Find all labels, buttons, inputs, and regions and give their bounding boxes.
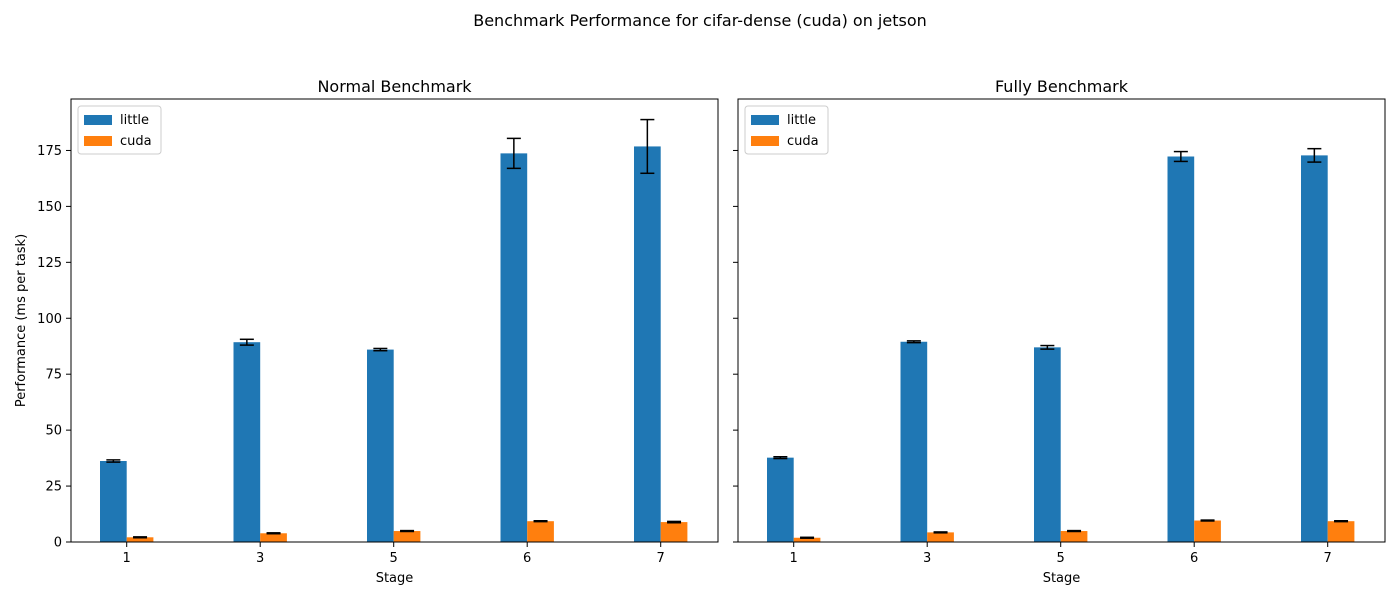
legend-label-little: little xyxy=(787,113,816,128)
y-tick-label: 50 xyxy=(45,424,62,439)
y-tick-label: 125 xyxy=(37,256,62,271)
x-tick-label: 5 xyxy=(390,551,398,566)
fully-benchmark-chart: Fully Benchmark Stage 1 3 5 6 7 little cuda xyxy=(733,77,1386,586)
x-tick-label: 7 xyxy=(657,551,665,566)
bar-cuda-stage-3 xyxy=(927,532,954,542)
bar-little-stage-3 xyxy=(900,341,928,542)
bar-little-stage-1 xyxy=(100,461,127,542)
bar-cuda-stage-5 xyxy=(393,531,421,542)
y-tick-label: 75 xyxy=(45,368,62,383)
y-axis-label: Performance (ms per task) xyxy=(14,234,29,407)
bar-little-stage-7 xyxy=(1301,155,1328,542)
bar-cuda-stage-6 xyxy=(527,521,554,542)
y-tick-label: 175 xyxy=(37,144,62,159)
bar-cuda-stage-7 xyxy=(1327,521,1355,542)
bar-little-stage-7 xyxy=(634,146,661,543)
x-tick-label: 6 xyxy=(523,551,531,566)
x-tick-label: 7 xyxy=(1324,551,1332,566)
legend-label-cuda: cuda xyxy=(120,134,152,149)
plot-frame xyxy=(737,98,1386,543)
x-tick-label: 3 xyxy=(256,551,264,566)
normal-benchmark-chart: Normal Benchmark Stage Performance (ms p… xyxy=(14,77,719,586)
bar-cuda-stage-1 xyxy=(126,537,154,542)
x-tick-label: 3 xyxy=(923,551,931,566)
plot-area: 0 25 50 75 100 125 150 175 1 3 5 6 7 little cuda xyxy=(37,98,719,566)
chart-title: Fully Benchmark xyxy=(995,77,1129,96)
bar-little-stage-5 xyxy=(1034,347,1061,542)
x-tick-label: 1 xyxy=(790,551,798,566)
x-axis-label: Stage xyxy=(1043,571,1081,586)
y-tick-label: 100 xyxy=(37,312,62,327)
legend: little cuda xyxy=(77,105,162,155)
bar-little-stage-6 xyxy=(500,153,528,543)
legend-label-little: little xyxy=(120,113,149,128)
legend-swatch-little xyxy=(84,115,112,125)
bar-little-stage-1 xyxy=(767,457,794,542)
bar-little-stage-6 xyxy=(1167,156,1195,543)
plot-frame xyxy=(70,98,719,543)
y-tick-label: 0 xyxy=(54,536,62,551)
bar-cuda-stage-5 xyxy=(1060,531,1088,542)
legend: little cuda xyxy=(744,105,829,155)
legend-swatch-little xyxy=(751,115,779,125)
y-tick-label: 150 xyxy=(37,200,62,215)
figure-suptitle: Benchmark Performance for cifar-dense (c… xyxy=(473,11,927,30)
legend-label-cuda: cuda xyxy=(787,134,819,149)
x-axis-label: Stage xyxy=(376,571,414,586)
legend-swatch-cuda xyxy=(84,136,112,146)
bar-little-stage-5 xyxy=(367,349,394,542)
bar-little-stage-3 xyxy=(233,342,261,542)
x-tick-label: 6 xyxy=(1190,551,1198,566)
x-tick-label: 5 xyxy=(1057,551,1065,566)
legend-swatch-cuda xyxy=(751,136,779,146)
plot-area: 1 3 5 6 7 little cuda xyxy=(733,98,1386,566)
bar-cuda-stage-1 xyxy=(793,537,821,542)
chart-title: Normal Benchmark xyxy=(317,77,472,96)
bar-cuda-stage-7 xyxy=(660,522,688,542)
x-tick-label: 1 xyxy=(123,551,131,566)
bar-cuda-stage-6 xyxy=(1194,520,1221,542)
bar-cuda-stage-3 xyxy=(260,533,287,542)
y-tick-label: 25 xyxy=(45,480,62,495)
